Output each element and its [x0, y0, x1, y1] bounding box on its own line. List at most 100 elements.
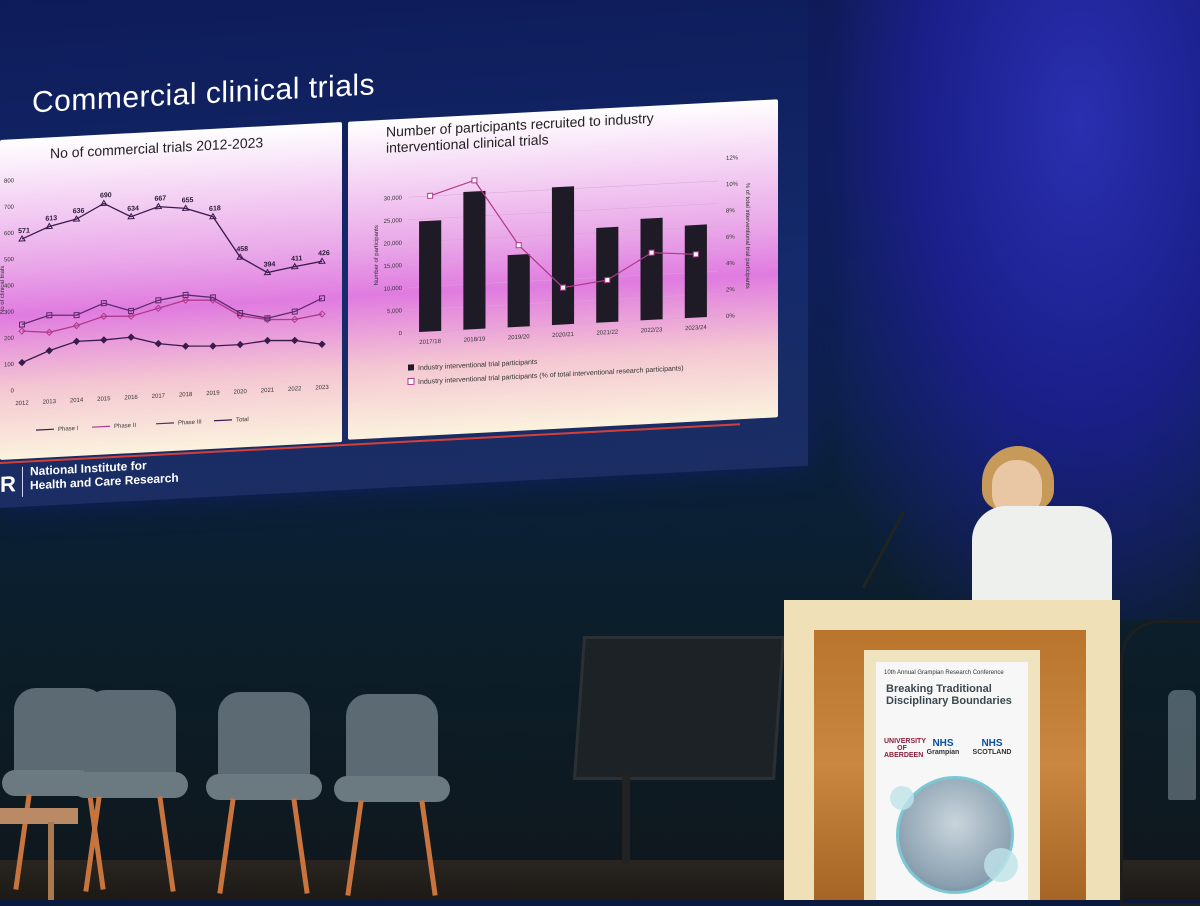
y-axis-label: No of clinical trials	[0, 266, 6, 315]
x-tick-label: 2015	[97, 396, 111, 403]
data-point	[263, 268, 272, 276]
y-tick-label: 30,000	[384, 195, 403, 202]
data-point	[604, 276, 611, 284]
x-tick-label: 2019/20	[508, 334, 530, 341]
data-point	[263, 336, 272, 345]
data-point	[127, 312, 135, 320]
data-label: 690	[100, 192, 112, 200]
data-point	[209, 294, 216, 301]
legend-swatch	[214, 419, 232, 422]
legend-label: Phase III	[178, 419, 202, 426]
y-tick-label: 800	[4, 178, 15, 185]
data-point	[182, 291, 189, 299]
data-label: 613	[45, 215, 57, 223]
nhs-logo-text: NHS	[981, 738, 1003, 749]
data-label: 411	[291, 255, 302, 263]
data-label: 394	[264, 261, 276, 269]
series-line-phase-ii	[21, 299, 323, 333]
poster-title-line-1: Breaking Traditional	[886, 683, 992, 695]
y2-tick-label: 2%	[726, 287, 735, 293]
bar	[551, 186, 575, 326]
bar	[507, 254, 530, 328]
side-table	[0, 808, 78, 824]
data-point	[100, 300, 107, 307]
nihr-logo-text: National Institute for Health and Care R…	[30, 457, 179, 492]
data-point	[319, 295, 325, 302]
bar	[463, 190, 486, 330]
data-point	[291, 315, 299, 324]
legend-label: Industry interventional trial participan…	[418, 359, 538, 372]
data-point	[560, 284, 566, 291]
poster-title-line-2: Disciplinary Boundaries	[886, 695, 1012, 707]
projection-screen: Commercial clinical trials No of commerc…	[0, 0, 808, 508]
x-tick-label: 2018/19	[464, 337, 486, 344]
legend-swatch	[36, 428, 54, 431]
data-point	[181, 342, 190, 350]
y-tick-label: 200	[4, 336, 15, 343]
legend-label: Phase I	[58, 426, 79, 433]
y-tick-label: 10,000	[384, 286, 403, 293]
x-tick-label: 2022	[288, 386, 302, 393]
commercial-trials-line-chart: 0 100 200 300 400 500 600 700 800 No of clinical …	[0, 178, 330, 433]
y-tick-label: 100	[4, 362, 15, 369]
confidence-monitor	[572, 636, 786, 780]
water-bottle	[1168, 690, 1196, 800]
data-point	[18, 358, 26, 367]
y-tick-label: 5,000	[387, 308, 403, 315]
y2-tick-label: 8%	[726, 208, 735, 214]
chair-seat	[206, 774, 322, 800]
y-tick-label: 400	[4, 283, 15, 290]
data-point	[100, 312, 108, 321]
y-tick-label: 0	[399, 331, 403, 337]
data-point	[154, 304, 163, 312]
data-point	[515, 242, 522, 249]
data-point	[154, 202, 163, 210]
bar	[419, 220, 442, 333]
y2-tick-label: 0%	[726, 313, 735, 319]
data-label: 571	[18, 228, 30, 236]
chart-panel-commercial-trials: No of commercial trials 2012-2023 0 100 20…	[0, 122, 342, 460]
x-tick-label: 2017	[152, 393, 166, 400]
bar	[640, 217, 663, 321]
data-label: 667	[155, 195, 167, 203]
data-label: 458	[236, 246, 248, 254]
chair-back	[346, 694, 438, 784]
data-point	[100, 336, 108, 344]
legend-label: Phase II	[114, 423, 136, 430]
x-tick-label: 2020/21	[552, 332, 574, 339]
nihr-logo-mark: R	[0, 471, 16, 497]
x-tick-label: 2016	[124, 395, 138, 402]
speaker-body	[972, 506, 1112, 602]
poster-title: Breaking Traditional Disciplinary Bounda…	[886, 683, 1012, 707]
y2-tick-label: 4%	[726, 261, 735, 267]
y-axis-label: Number of participants	[374, 225, 380, 286]
data-point	[181, 204, 190, 212]
legend-swatch	[156, 422, 174, 425]
data-point	[18, 327, 26, 335]
x-tick-label: 2018	[179, 392, 193, 399]
y-tick-label: 25,000	[384, 218, 403, 225]
x-tick-label: 2014	[70, 398, 84, 405]
data-point	[72, 337, 81, 346]
data-point	[427, 192, 434, 199]
chair-back	[84, 690, 176, 780]
x-tick-label: 2013	[43, 399, 57, 406]
data-point	[290, 262, 299, 270]
x-tick-label: 2019	[206, 390, 220, 397]
x-tick-label: 2021/22	[596, 330, 618, 337]
y-tick-label: 500	[4, 257, 15, 264]
data-point	[45, 222, 54, 230]
x-tick-label: 2012	[15, 400, 29, 407]
x-tick-label: 2022/23	[641, 327, 663, 334]
chart-panel-participants: Number of participants recruited to indu…	[348, 99, 778, 440]
y2-tick-label: 12%	[726, 155, 739, 162]
data-point	[236, 340, 244, 349]
building-photo	[896, 776, 1014, 894]
data-point	[291, 336, 299, 345]
nhs-scotland-logo: NHS SCOTLAND	[972, 738, 1012, 756]
data-point	[128, 307, 135, 315]
data-label: 634	[127, 205, 139, 213]
data-point	[237, 309, 244, 317]
series-line-phase-iii	[21, 294, 323, 326]
chair-back	[218, 692, 310, 782]
